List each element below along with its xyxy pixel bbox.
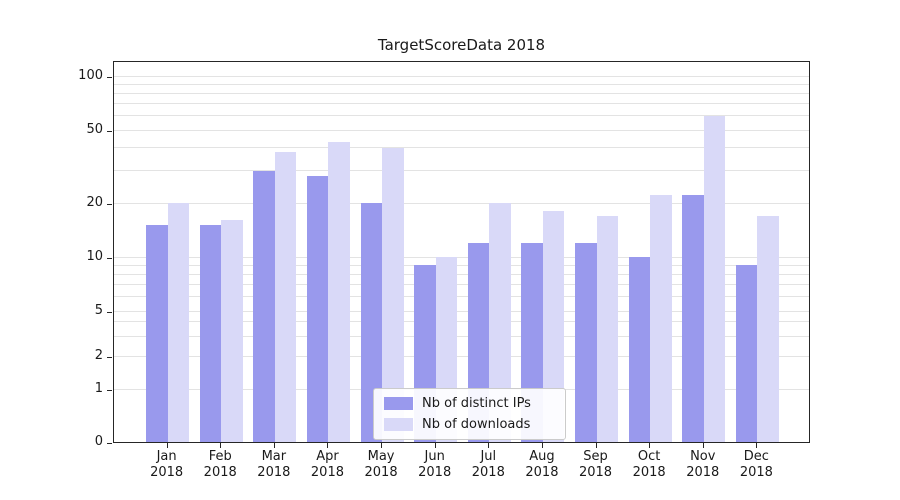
legend-swatch-distinct-ips (384, 397, 413, 410)
x-tick-mark (166, 443, 168, 448)
gridline (114, 335, 809, 337)
y-tick-mark (107, 76, 112, 78)
bar (328, 142, 350, 442)
gridline (114, 296, 809, 298)
legend: Nb of distinct IPs Nb of downloads (373, 388, 566, 440)
y-tick-mark (107, 311, 112, 313)
gridline (114, 115, 809, 117)
gridline (114, 202, 809, 204)
gridline (114, 92, 809, 94)
x-tick-mark (488, 443, 490, 448)
y-tick-mark (107, 442, 112, 444)
legend-swatch-downloads (384, 418, 413, 431)
x-tick-mark (541, 443, 543, 448)
x-tick-mark (327, 443, 329, 448)
y-tick-label: 20 (86, 195, 103, 210)
gridline (114, 264, 809, 266)
bar (146, 225, 168, 442)
bar (221, 220, 243, 442)
bar (199, 225, 222, 442)
bar (575, 242, 597, 442)
gridline (114, 129, 809, 131)
y-tick-mark (107, 356, 112, 358)
y-tick-label: 50 (86, 122, 103, 137)
x-tick-label: Oct 2018 (632, 449, 666, 480)
x-tick-label: Dec 2018 (739, 449, 773, 480)
y-tick-label: 10 (86, 249, 103, 264)
bar (274, 151, 297, 442)
x-tick-mark (220, 443, 222, 448)
gridline (114, 103, 809, 105)
gridline (114, 273, 809, 275)
legend-item-distinct-ips: Nb of distinct IPs (384, 396, 555, 411)
y-tick-mark (107, 257, 112, 259)
y-tick-label: 1 (94, 381, 103, 396)
bar (650, 195, 672, 442)
bar (703, 115, 726, 442)
bar (542, 211, 565, 442)
gridline (114, 83, 809, 85)
bar (596, 215, 618, 442)
bar (682, 195, 704, 442)
x-tick-label: Jan 2018 (150, 449, 184, 480)
bar (757, 215, 779, 442)
x-tick-label: Nov 2018 (686, 449, 720, 480)
x-tick-label: Jun 2018 (418, 449, 452, 480)
x-tick-label: Mar 2018 (257, 449, 291, 480)
x-tick-mark (756, 443, 758, 448)
gridline (114, 75, 809, 77)
bar (382, 147, 404, 442)
legend-label-downloads: Nb of downloads (422, 417, 531, 432)
gridline (114, 321, 809, 323)
x-tick-mark (595, 443, 597, 448)
x-tick-mark (702, 443, 704, 448)
x-tick-label: Jul 2018 (471, 449, 505, 480)
gridline (114, 147, 809, 149)
x-tick-label: May 2018 (364, 449, 398, 480)
plot-area (113, 61, 810, 443)
bar (628, 257, 651, 442)
x-tick-label: Apr 2018 (310, 449, 344, 480)
y-tick-label: 100 (78, 68, 103, 83)
y-tick-label: 2 (94, 348, 103, 363)
x-tick-label: Feb 2018 (203, 449, 237, 480)
x-tick-label: Sep 2018 (578, 449, 613, 480)
gridline (114, 310, 809, 312)
bar (360, 203, 383, 442)
legend-label-distinct-ips: Nb of distinct IPs (422, 396, 531, 411)
y-tick-label: 0 (94, 434, 103, 449)
x-tick-mark (434, 443, 436, 448)
bar (307, 176, 329, 442)
legend-item-downloads: Nb of downloads (384, 417, 555, 432)
gridline (114, 284, 809, 286)
chart-title: TargetScoreData 2018 (377, 36, 546, 54)
y-tick-mark (107, 130, 112, 132)
bar (735, 265, 758, 442)
gridline (114, 170, 809, 172)
bar (489, 203, 511, 442)
x-tick-mark (649, 443, 651, 448)
gridline (114, 256, 809, 258)
bar (167, 203, 190, 442)
x-tick-mark (381, 443, 383, 448)
x-tick-mark (273, 443, 275, 448)
bar (253, 170, 275, 442)
gridline (114, 355, 809, 357)
y-tick-label: 5 (94, 303, 103, 318)
y-tick-mark (107, 389, 112, 391)
y-tick-mark (107, 203, 112, 205)
x-tick-label: Aug 2018 (525, 449, 559, 480)
